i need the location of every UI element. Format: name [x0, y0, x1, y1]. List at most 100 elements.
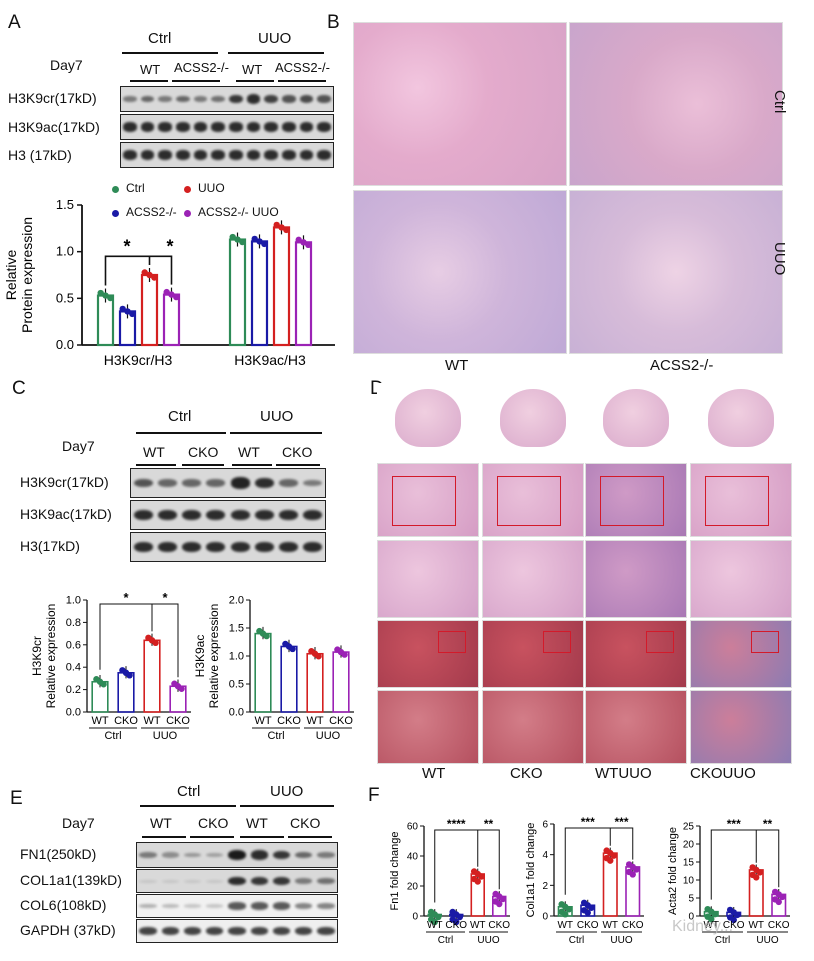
blot-band — [299, 122, 314, 132]
legend-dot-uuo — [184, 186, 191, 193]
y-tick-label: 25 — [683, 822, 695, 833]
x-tick-label: CKO — [577, 920, 599, 931]
blot-band — [183, 927, 202, 935]
e-group-ctrl: Ctrl — [177, 783, 201, 800]
d-col-wt: WT — [422, 765, 446, 782]
b-img-wt-uuo — [353, 190, 567, 354]
d-image-r5-c3 — [585, 690, 687, 764]
d-image-r2-c1 — [377, 463, 479, 537]
y-axis-label-2: H3K9ac — [193, 635, 207, 678]
bar-acss2 — [250, 240, 269, 347]
c-blot-h3k9cr — [130, 468, 326, 498]
a-day: Day7 — [50, 57, 83, 73]
kidney-section — [500, 389, 566, 447]
blot-band — [157, 479, 177, 487]
blot-band — [193, 95, 208, 103]
c-blot-label-1: H3K9cr(17kD) — [20, 474, 109, 490]
panel-e-label: E — [10, 788, 23, 809]
legend-ctrl: Ctrl — [126, 181, 145, 195]
data-point — [734, 911, 741, 919]
blot-band — [158, 122, 173, 132]
x-tick-label: CKO — [622, 920, 644, 931]
legend-dot-acss2 — [112, 210, 119, 217]
y-axis-label: Relative expression — [207, 604, 221, 709]
data-point — [305, 241, 312, 249]
b-col-ko: ACSS2-/- — [650, 357, 714, 374]
bar-acss2uuo — [162, 293, 181, 347]
blot-band — [139, 927, 157, 935]
blot-band — [182, 479, 202, 487]
blot-band — [206, 541, 226, 553]
blot-band — [122, 95, 137, 103]
b-row-ctrl: Ctrl — [771, 90, 788, 114]
bar — [254, 632, 272, 713]
a-uuo-bracket — [228, 52, 324, 54]
data-point — [753, 874, 760, 881]
chart-a: 0.0 0.5 1.0 1.5 RelativeProtein expression H3… — [3, 197, 335, 368]
d-image-r5-c4 — [690, 690, 792, 764]
d-image-r5-c2 — [482, 690, 584, 764]
y-tick-label: 0.0 — [56, 337, 74, 352]
data-point — [711, 910, 719, 918]
y-tick-label: 1.0 — [66, 595, 81, 607]
sig-bracket — [477, 829, 500, 890]
group-label: Ctrl — [267, 730, 284, 742]
bar-uuo — [272, 226, 291, 347]
sig-bracket — [104, 255, 151, 286]
bar — [332, 651, 350, 713]
group-label: UUO — [153, 730, 178, 742]
data-point — [435, 913, 442, 921]
d-image-r1-c4 — [690, 383, 790, 455]
x-tick-label: WT — [143, 715, 160, 727]
y-tick-label: 0.4 — [66, 662, 81, 674]
blot-band — [206, 852, 224, 858]
y-tick-label: 1.0 — [56, 244, 74, 259]
blot-band — [272, 927, 291, 935]
c-lane-4: CKO — [282, 444, 313, 460]
y-tick-label: 0 — [542, 912, 548, 923]
data-point — [289, 645, 296, 653]
blot-band — [303, 479, 323, 487]
blot-band — [279, 541, 299, 553]
data-point — [97, 289, 104, 297]
watermark: Kidney... — [672, 918, 734, 935]
kidney-section — [395, 389, 461, 447]
blot-band — [281, 150, 296, 160]
legend-dot-acss2-uuo — [184, 210, 191, 217]
blot-band — [317, 927, 335, 935]
x-tick-label: WT — [306, 715, 323, 727]
blot-band — [133, 509, 153, 521]
blot-band — [230, 509, 250, 521]
y-tick-label: 0 — [412, 912, 418, 923]
d-image-r5-c1 — [377, 690, 479, 764]
c-group-ctrl: Ctrl — [168, 408, 192, 425]
blot-band — [157, 509, 177, 521]
blot-band — [317, 122, 332, 132]
blot-band — [250, 927, 268, 935]
data-point — [124, 308, 131, 315]
data-point — [478, 873, 485, 880]
b-img-ko-ctrl — [569, 22, 783, 186]
x-tick-label: CKO — [114, 715, 138, 727]
e-lane-2: CKO — [198, 815, 229, 831]
blot-band — [211, 95, 226, 103]
data-point — [126, 672, 133, 679]
blot-band — [228, 927, 246, 935]
a-lane-1: WT — [140, 62, 161, 77]
blot-band — [175, 95, 190, 103]
zoom-box — [543, 631, 571, 653]
bar-ctrl — [96, 294, 115, 347]
blot-band — [139, 903, 157, 909]
data-point — [151, 274, 158, 281]
d-col-ckouuo: CKOUUO — [690, 765, 756, 782]
sig-bracket — [149, 255, 173, 285]
d-image-r3-c1 — [377, 540, 479, 618]
data-point — [474, 878, 481, 885]
d-image-r4-c1 — [377, 620, 479, 688]
data-point — [584, 909, 591, 916]
e-lane-4: CKO — [290, 815, 321, 831]
data-point — [178, 685, 185, 692]
zoom-box — [751, 631, 779, 653]
sig-label: ** — [763, 817, 773, 831]
